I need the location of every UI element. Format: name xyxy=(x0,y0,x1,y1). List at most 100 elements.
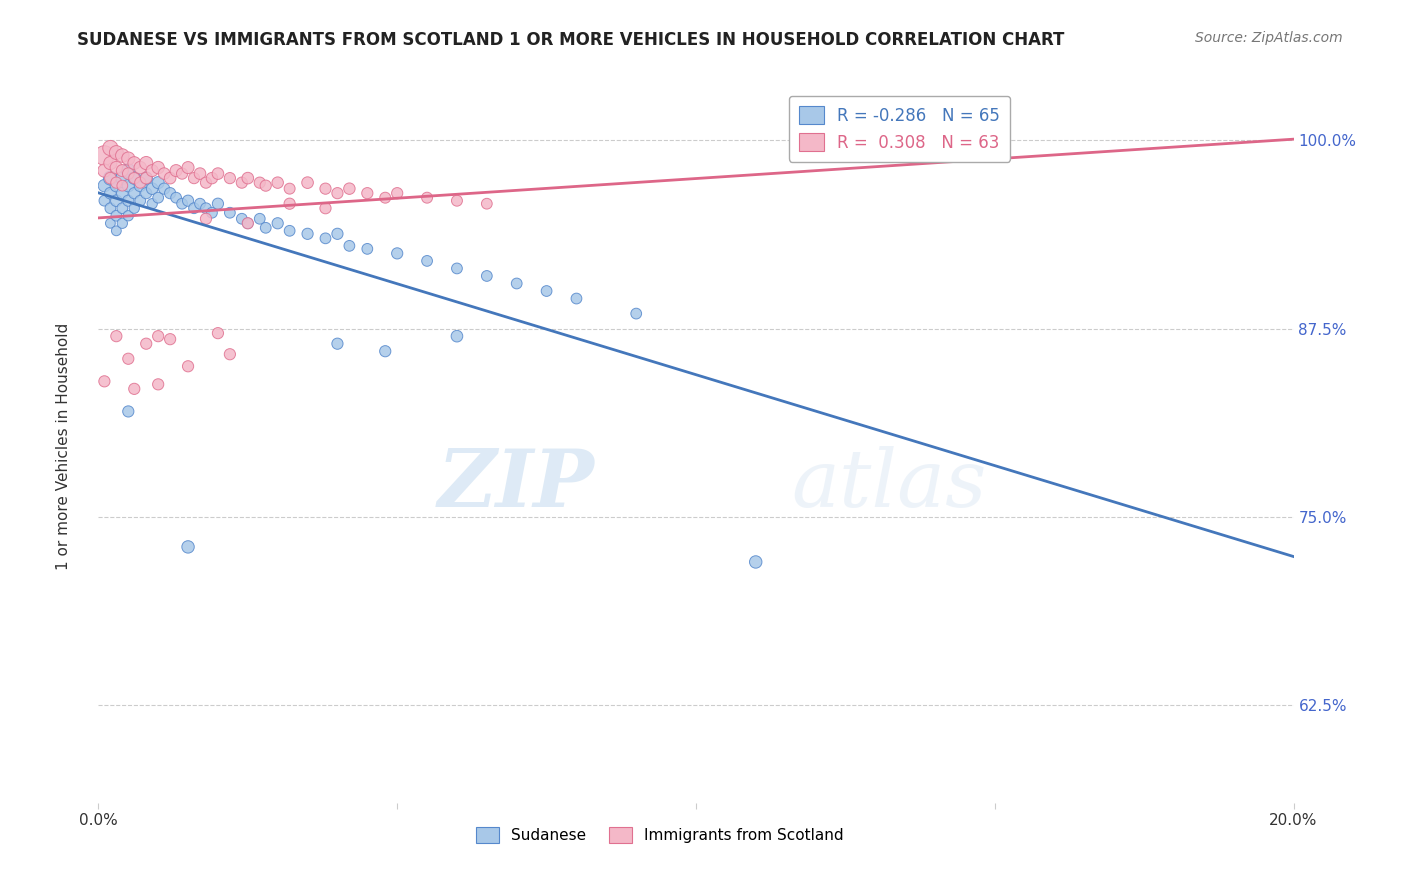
Point xyxy=(183,201,205,215)
Point xyxy=(148,191,170,205)
Point xyxy=(172,167,194,181)
Point xyxy=(129,178,152,193)
Point xyxy=(446,261,468,276)
Point xyxy=(195,176,218,190)
Point xyxy=(135,186,157,201)
Point xyxy=(339,239,361,253)
Point xyxy=(105,194,128,208)
Legend: Sudanese, Immigrants from Scotland: Sudanese, Immigrants from Scotland xyxy=(470,821,851,849)
Point xyxy=(105,329,128,343)
Point xyxy=(141,196,163,211)
Point xyxy=(506,277,529,291)
Point xyxy=(98,216,122,230)
Text: atlas: atlas xyxy=(792,446,987,524)
Point xyxy=(124,171,146,186)
Point xyxy=(188,167,211,181)
Point xyxy=(236,171,259,186)
Point xyxy=(326,336,349,351)
Point xyxy=(98,171,122,186)
Point xyxy=(93,178,115,193)
Point xyxy=(172,196,194,211)
Point xyxy=(93,375,115,389)
Point xyxy=(416,253,439,268)
Point xyxy=(111,163,134,178)
Point xyxy=(536,284,558,298)
Point xyxy=(267,216,290,230)
Point xyxy=(446,194,468,208)
Point xyxy=(315,201,337,215)
Point xyxy=(148,377,170,392)
Point xyxy=(117,351,139,366)
Point xyxy=(183,171,205,186)
Point xyxy=(446,329,468,343)
Point xyxy=(254,220,277,235)
Point xyxy=(177,540,200,554)
Point xyxy=(124,171,146,186)
Point xyxy=(626,307,648,321)
Point xyxy=(356,242,378,256)
Point xyxy=(297,227,319,241)
Point xyxy=(105,178,128,193)
Point xyxy=(148,329,170,343)
Point xyxy=(297,176,319,190)
Point xyxy=(231,176,253,190)
Point xyxy=(249,176,271,190)
Point xyxy=(98,186,122,201)
Point xyxy=(111,178,134,193)
Point xyxy=(148,161,170,175)
Point xyxy=(278,196,301,211)
Point xyxy=(124,156,146,170)
Point xyxy=(326,186,349,201)
Point xyxy=(98,141,122,155)
Point xyxy=(93,163,115,178)
Point xyxy=(141,182,163,196)
Point xyxy=(374,191,396,205)
Point xyxy=(98,201,122,215)
Point xyxy=(111,201,134,215)
Point xyxy=(117,194,139,208)
Point xyxy=(177,359,200,374)
Point xyxy=(153,167,176,181)
Point xyxy=(385,186,409,201)
Point xyxy=(135,156,157,170)
Point xyxy=(249,211,271,226)
Point xyxy=(565,292,588,306)
Point xyxy=(236,216,259,230)
Point xyxy=(219,206,242,220)
Point xyxy=(159,332,181,346)
Point xyxy=(195,201,218,215)
Point xyxy=(219,171,242,186)
Point xyxy=(117,404,139,418)
Point xyxy=(267,176,290,190)
Text: Source: ZipAtlas.com: Source: ZipAtlas.com xyxy=(1195,31,1343,45)
Point xyxy=(105,209,128,223)
Point xyxy=(315,231,337,245)
Point xyxy=(339,182,361,196)
Point xyxy=(165,191,187,205)
Point xyxy=(141,163,163,178)
Point xyxy=(117,163,139,178)
Point xyxy=(416,191,439,205)
Point xyxy=(207,167,229,181)
Point xyxy=(111,186,134,201)
Point xyxy=(98,156,122,170)
Point xyxy=(159,186,181,201)
Point xyxy=(111,216,134,230)
Point xyxy=(93,194,115,208)
Point xyxy=(153,182,176,196)
Point xyxy=(177,161,200,175)
Point xyxy=(124,382,146,396)
Point xyxy=(129,194,152,208)
Point xyxy=(105,176,128,190)
Point xyxy=(315,182,337,196)
Point xyxy=(201,171,224,186)
Point xyxy=(135,171,157,186)
Point xyxy=(117,167,139,181)
Text: 1 or more Vehicles in Household: 1 or more Vehicles in Household xyxy=(56,322,70,570)
Text: ZIP: ZIP xyxy=(437,446,595,524)
Point xyxy=(105,145,128,160)
Point xyxy=(105,224,128,238)
Point xyxy=(195,211,218,226)
Point xyxy=(278,224,301,238)
Point xyxy=(207,196,229,211)
